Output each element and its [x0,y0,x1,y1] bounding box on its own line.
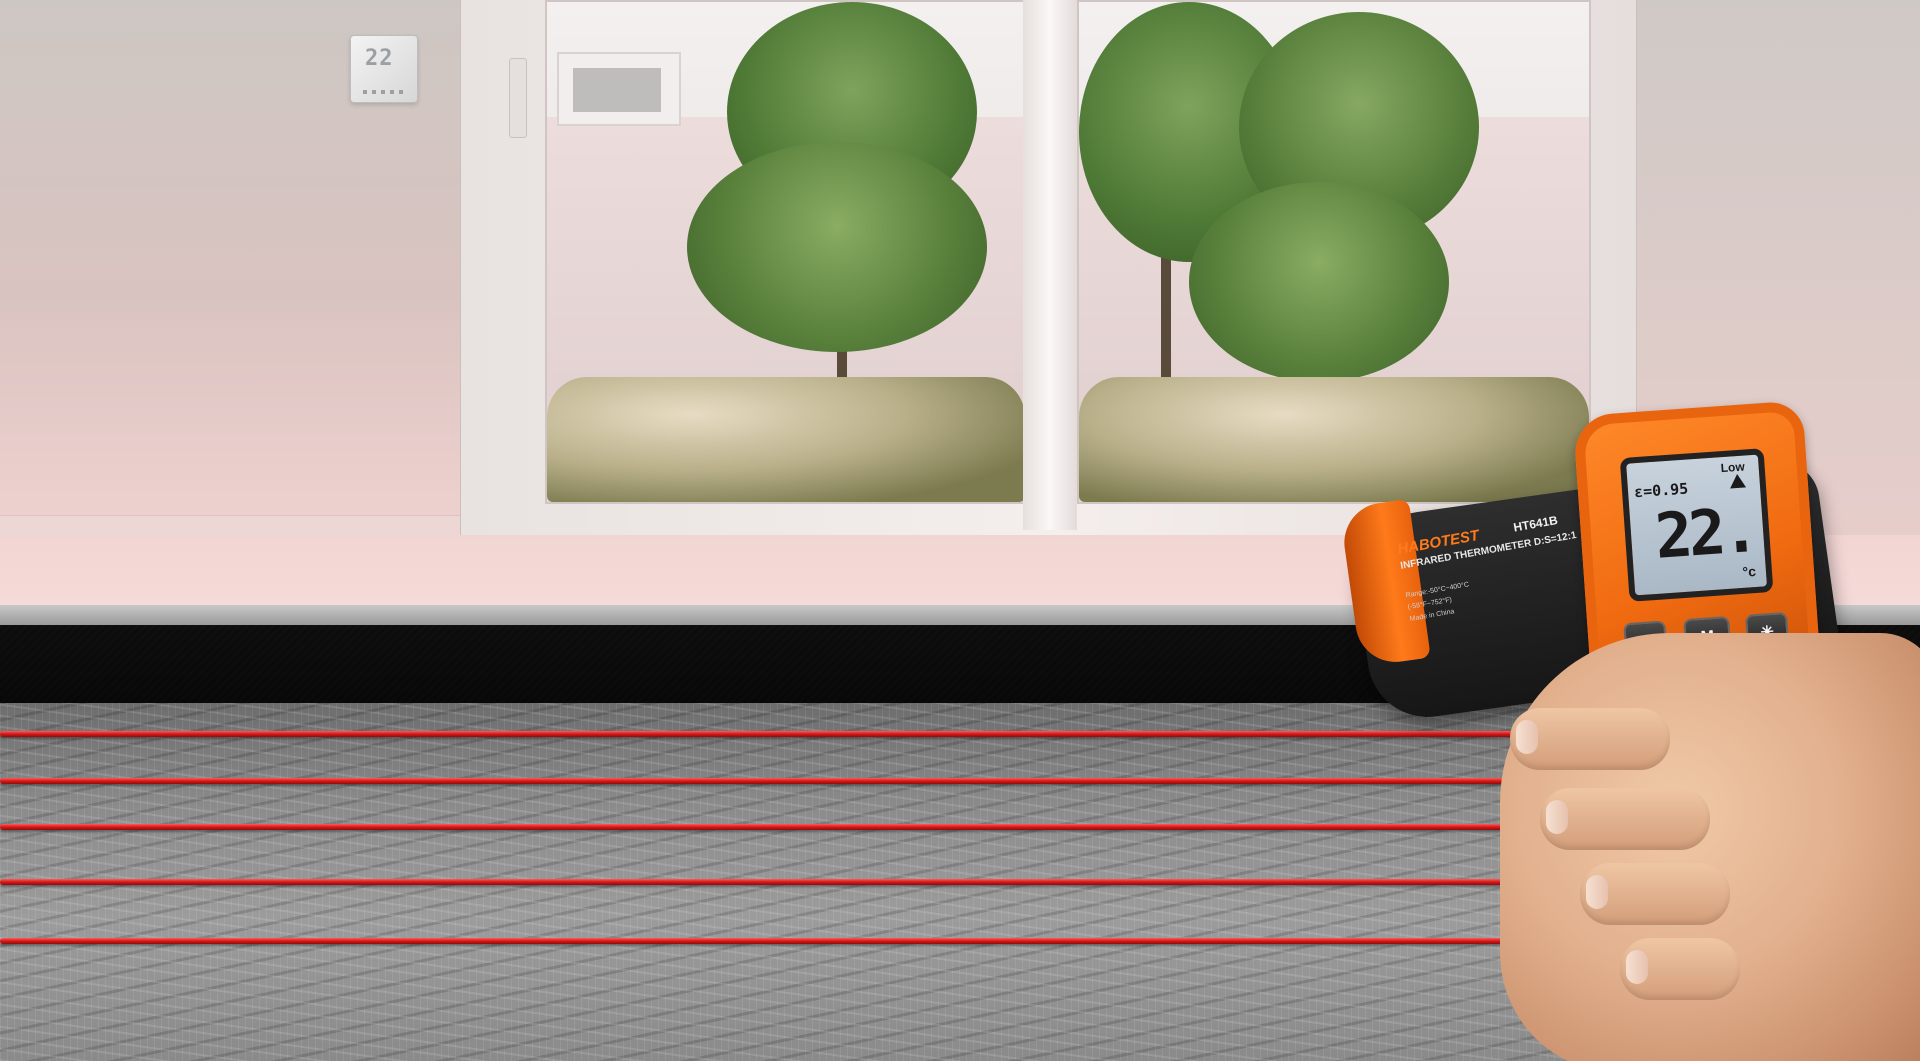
window-pane-left [545,0,1027,504]
spec-line: Range:-50°C~400°C [1405,581,1470,600]
infrared-thermometer: HABOTEST HT641B INFRARED THERMOMETER D:S… [1339,400,1920,1061]
wall-thermostat: 22 [350,35,418,103]
heating-cable [0,824,1545,830]
heating-cable [0,731,1540,737]
heating-cable [0,778,1530,784]
hedge [1079,377,1589,502]
window-pane-right [1077,0,1591,504]
finger [1540,788,1710,850]
heating-cable [0,879,1570,885]
thermostat-buttons [363,90,405,94]
neighbor-house [557,52,681,126]
spec-line: Made in China [1409,608,1455,624]
finger [1620,938,1740,1000]
heating-cable [0,938,1610,944]
lcd-temperature: 22. [1652,493,1758,573]
warning-icon [1729,473,1747,489]
finger [1510,708,1670,770]
lcd-display: Low ε=0.95 22. °c [1619,448,1774,602]
hedge [547,377,1025,502]
lcd-unit: °c [1742,562,1757,580]
door-handle [509,58,527,138]
door-mullion [1023,0,1077,530]
finger [1580,863,1730,925]
thermostat-display: 22 [365,46,394,71]
